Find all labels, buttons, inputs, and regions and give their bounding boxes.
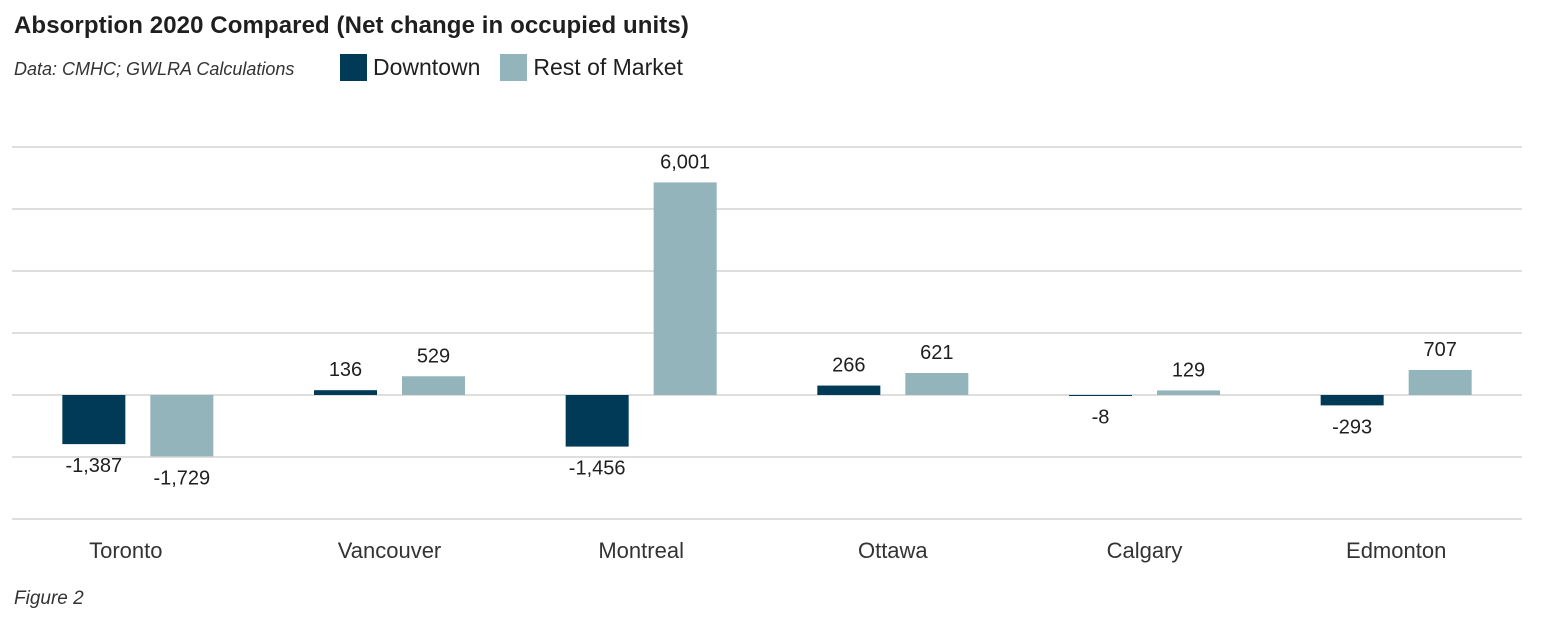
category-label-calgary: Calgary — [1107, 538, 1183, 563]
bar-calgary-rest-of-market — [1157, 390, 1220, 395]
bar-ottawa-rest-of-market — [905, 372, 969, 395]
bar-edmonton-downtown — [1320, 395, 1384, 406]
data-label-calgary-rest-of-market: 129 — [1172, 359, 1205, 381]
legend-item-downtown: Downtown — [340, 54, 480, 81]
figure-label: Figure 2 — [14, 588, 84, 609]
data-label-vancouver-downtown: 136 — [329, 359, 362, 381]
bar-toronto-rest-of-market — [150, 395, 214, 457]
bar-vancouver-rest-of-market — [402, 376, 465, 395]
bar-vancouver-downtown — [314, 390, 377, 395]
category-label-vancouver: Vancouver — [338, 538, 442, 563]
category-label-toronto: Toronto — [89, 538, 162, 563]
data-label-vancouver-rest-of-market: 529 — [417, 345, 450, 367]
bar-edmonton-rest-of-market — [1408, 369, 1472, 395]
legend-label-downtown: Downtown — [373, 54, 481, 80]
legend: Downtown Rest of Market — [340, 54, 703, 81]
chart-title: Absorption 2020 Compared (Net change in … — [14, 12, 689, 39]
legend-swatch-rest-of-market — [500, 54, 528, 81]
category-label-ottawa: Ottawa — [858, 538, 928, 563]
bar-toronto-downtown — [62, 395, 126, 445]
data-label-toronto-downtown: -1,387 — [65, 455, 122, 477]
data-label-calgary-downtown: -8 — [1092, 406, 1110, 428]
data-label-ottawa-downtown: 266 — [832, 355, 865, 377]
bar-calgary-downtown — [1069, 395, 1132, 396]
data-label-toronto-rest-of-market: -1,729 — [153, 467, 210, 489]
data-label-montreal-downtown: -1,456 — [569, 458, 626, 480]
data-label-ottawa-rest-of-market: 621 — [920, 342, 953, 364]
category-label-montreal: Montreal — [598, 538, 684, 563]
bar-ottawa-downtown — [817, 385, 881, 395]
bar-montreal-rest-of-market — [653, 182, 717, 395]
category-label-edmonton: Edmonton — [1346, 538, 1446, 563]
data-label-edmonton-rest-of-market: 707 — [1423, 339, 1456, 361]
data-label-montreal-rest-of-market: 6,001 — [660, 151, 710, 173]
bar-montreal-downtown — [565, 395, 629, 447]
legend-label-rest-of-market: Rest of Market — [533, 54, 683, 80]
data-label-edmonton-downtown: -293 — [1332, 416, 1372, 438]
legend-item-rest-of-market: Rest of Market — [500, 54, 683, 81]
data-source-note: Data: CMHC; GWLRA Calculations — [14, 59, 295, 79]
legend-swatch-downtown — [340, 54, 367, 81]
